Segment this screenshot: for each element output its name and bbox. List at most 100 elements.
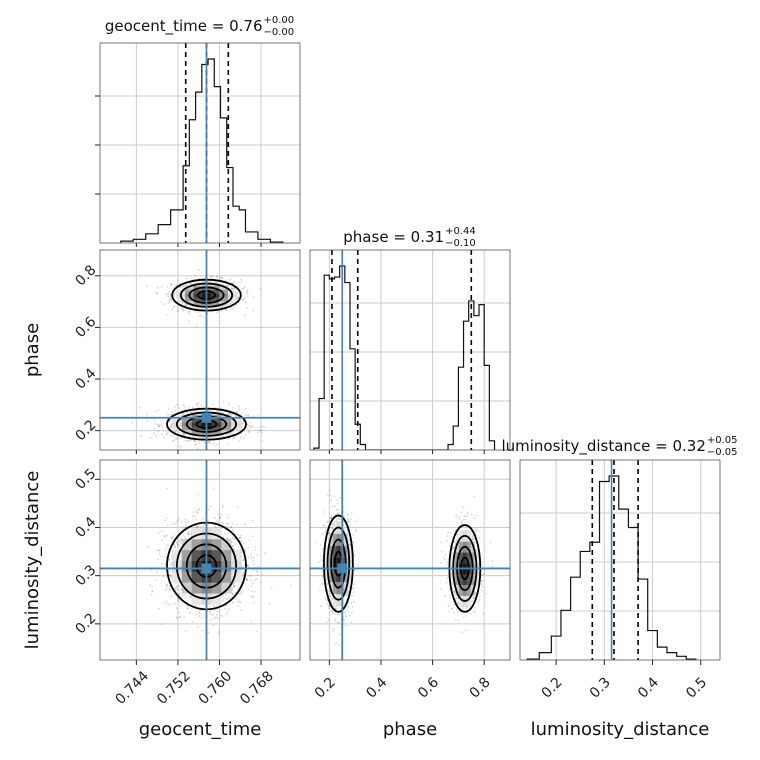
sample-point: [196, 403, 199, 405]
sample-point: [252, 415, 255, 418]
sample-point: [207, 440, 209, 443]
sample-point: [165, 600, 168, 603]
histogram-geocent_time: [120, 58, 284, 243]
sample-point: [447, 610, 450, 613]
sample-point: [168, 435, 171, 438]
sample-point: [185, 524, 188, 527]
sample-point: [182, 433, 185, 436]
sample-point: [171, 537, 174, 539]
sample-point: [209, 610, 212, 613]
density-cell: [191, 430, 202, 435]
sample-point: [172, 594, 175, 597]
sample-point: [344, 611, 347, 613]
sample-point: [189, 310, 191, 313]
sample-point: [245, 290, 248, 293]
sample-point: [320, 583, 323, 585]
sample-point: [221, 310, 223, 313]
sample-point: [237, 405, 240, 408]
sample-point: [215, 604, 218, 607]
sample-point: [195, 443, 198, 446]
density-cell: [171, 426, 183, 431]
sample-point: [179, 615, 182, 618]
sample-point: [175, 585, 178, 588]
sample-point: [233, 306, 236, 309]
sample-point: [240, 592, 243, 595]
sample-point: [175, 542, 178, 545]
sample-point: [177, 539, 180, 542]
sample-point: [158, 425, 161, 428]
sample-point: [337, 621, 340, 624]
sample-point: [183, 433, 186, 436]
sample-point: [330, 515, 333, 518]
sample-point: [197, 525, 200, 528]
sample-point: [327, 607, 330, 609]
sample-point: [169, 294, 172, 297]
sample-point: [354, 569, 357, 572]
sample-point: [315, 541, 318, 544]
sample-point: [251, 535, 254, 538]
sample-point: [234, 435, 237, 438]
sample-point: [167, 295, 170, 298]
sample-point: [158, 425, 161, 427]
sample-point: [180, 446, 183, 448]
sample-point: [252, 596, 255, 599]
sample-point: [180, 536, 183, 538]
sample-point: [215, 443, 218, 446]
sample-point: [149, 436, 152, 439]
sample-point: [155, 292, 158, 295]
sample-point: [178, 283, 181, 285]
sample-point: [207, 631, 210, 634]
sample-point: [178, 600, 180, 603]
y-tick-label: 0.3: [72, 562, 99, 589]
sample-point: [178, 586, 181, 589]
sample-point: [154, 410, 157, 413]
sample-point: [338, 644, 340, 647]
sample-point: [171, 283, 173, 286]
sample-point: [175, 541, 178, 544]
sample-point: [230, 413, 233, 415]
sample-point: [245, 407, 247, 410]
sample-point: [230, 525, 233, 528]
sample-point: [240, 280, 243, 283]
sample-point: [166, 285, 169, 288]
sample-point: [178, 407, 181, 409]
sample-point: [326, 603, 329, 605]
sample-point: [232, 436, 235, 439]
sample-point: [334, 620, 337, 623]
sample-point: [198, 508, 201, 511]
sample-point: [165, 547, 168, 550]
sample-point: [327, 604, 330, 607]
sample-point: [345, 615, 348, 618]
sample-point: [190, 439, 193, 442]
sample-point: [238, 537, 241, 539]
sample-point: [256, 574, 259, 577]
density-cell: [171, 571, 183, 583]
sample-point: [357, 564, 360, 567]
sample-point: [248, 427, 251, 430]
sample-point: [348, 525, 351, 527]
sample-point: [164, 602, 166, 605]
sample-point: [238, 439, 241, 442]
sample-point: [197, 625, 200, 628]
sample-point: [226, 610, 229, 613]
sample-point: [244, 523, 246, 526]
sample-point: [168, 420, 171, 423]
sample-point: [182, 594, 184, 597]
sample-point: [321, 582, 324, 585]
sample-point: [237, 297, 239, 300]
sample-point: [317, 561, 320, 564]
sample-point: [189, 435, 191, 438]
sample-point: [174, 405, 176, 408]
sample-point: [227, 413, 230, 415]
sample-point: [160, 562, 163, 565]
sample-point: [184, 593, 187, 596]
sample-point: [219, 407, 222, 410]
sample-point: [174, 546, 177, 548]
sample-point: [195, 441, 198, 444]
sample-point: [182, 534, 185, 537]
sample-point: [196, 525, 199, 528]
sample-point: [246, 291, 248, 294]
sample-point: [201, 520, 204, 523]
density-cell: [211, 582, 222, 594]
sample-point: [231, 545, 234, 548]
